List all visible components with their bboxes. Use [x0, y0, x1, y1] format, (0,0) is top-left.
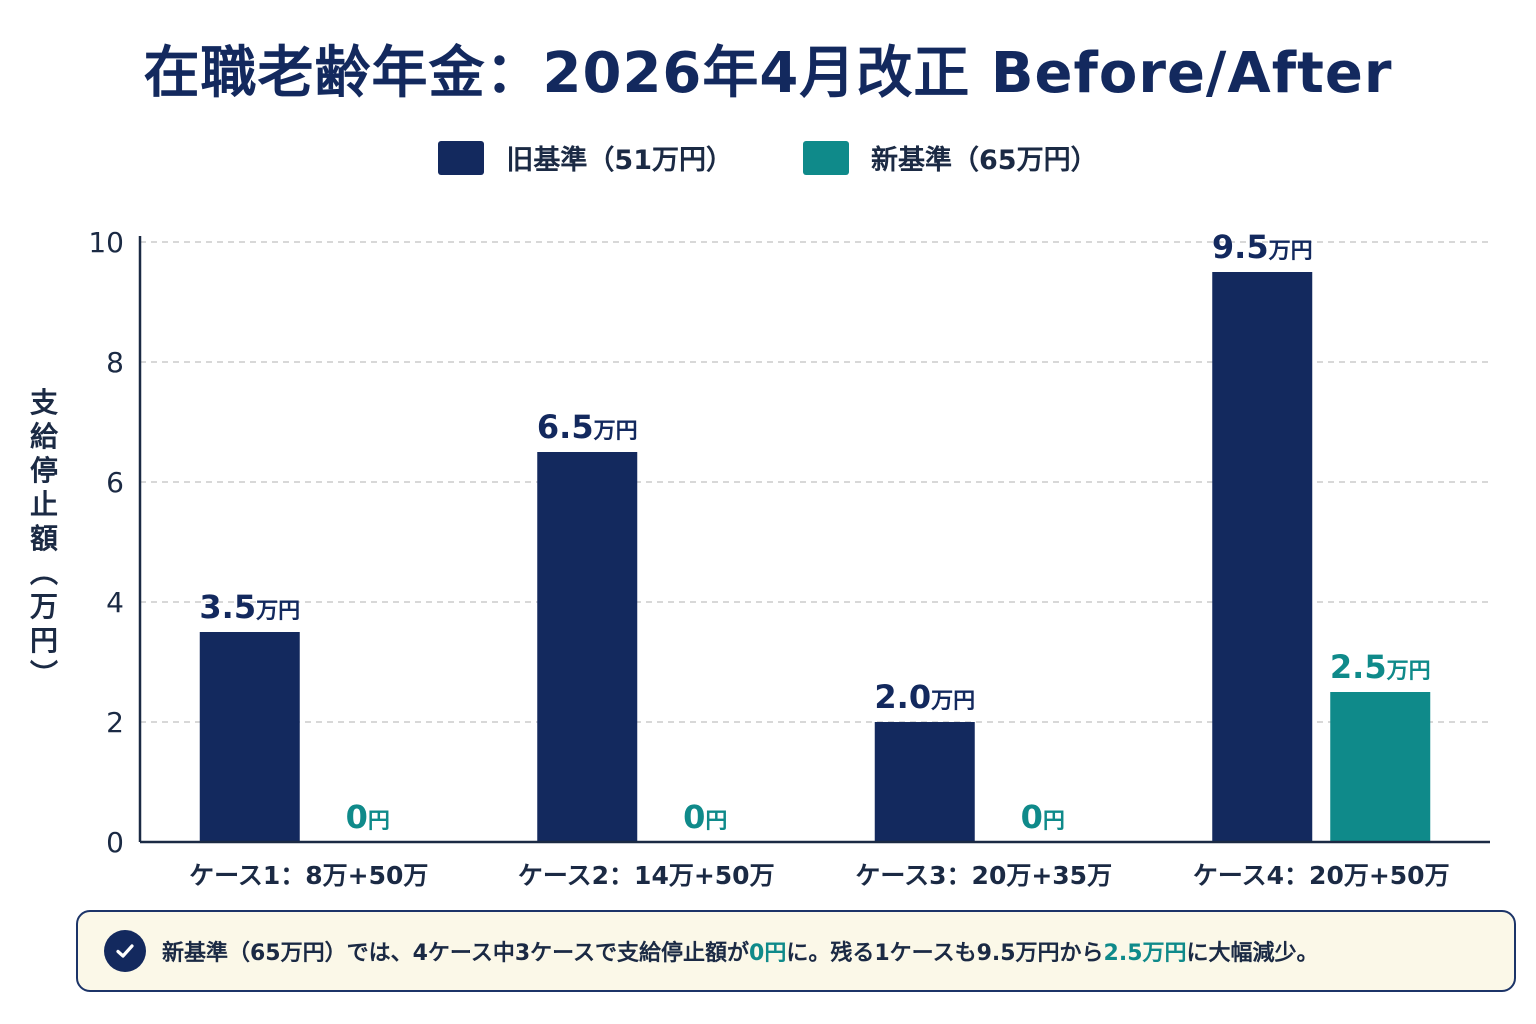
- data-label: 2.0万円: [874, 678, 975, 716]
- check-circle-icon: [104, 930, 146, 972]
- x-tick-label: ケース3：20万+35万: [855, 861, 1112, 890]
- legend-item-new: 新基準（65万円）: [803, 138, 1098, 177]
- y-tick-label: 10: [88, 226, 124, 259]
- legend: 旧基準（51万円） 新基準（65万円）: [0, 138, 1536, 177]
- bar: [874, 722, 975, 842]
- summary-text: 新基準（65万円）では、4ケース中3ケースで支給停止額が0円に。残る1ケースも9…: [162, 935, 1319, 967]
- legend-item-old: 旧基準（51万円）: [438, 138, 733, 177]
- chart-title: 在職老齢年金：2026年4月改正 Before/After: [143, 41, 1393, 106]
- y-tick-label: 4: [106, 586, 124, 619]
- summary-text-part: に。残る1ケースも9.5万円から: [786, 941, 1104, 966]
- bar: [1212, 272, 1313, 842]
- data-labels: 3.5万円 0円 6.5万円 0円 2.0万円 0円 9.5万円 2.5万円: [199, 228, 1430, 836]
- bar: [199, 632, 300, 842]
- bar: [1330, 692, 1431, 842]
- y-axis-label: 支給停止額︵万円︶: [30, 386, 59, 691]
- bar: [537, 452, 638, 842]
- data-label: 0円: [346, 798, 390, 836]
- summary-text-part: 2.5万円: [1103, 941, 1187, 966]
- summary-text-part: に大幅減少。: [1186, 941, 1319, 966]
- bars: [199, 272, 1431, 842]
- y-tick-label: 0: [106, 826, 124, 859]
- legend-swatch-old: [438, 140, 485, 175]
- y-tick-labels: 0 2 4 6 8 10: [88, 226, 124, 859]
- data-label: 6.5万円: [537, 408, 638, 446]
- legend-swatch-new: [803, 140, 849, 175]
- summary-text-part: 0円: [749, 941, 787, 966]
- legend-label-old: 旧基準（51万円）: [506, 145, 733, 176]
- legend-label-new: 新基準（65万円）: [871, 145, 1098, 176]
- data-label: 2.5万円: [1330, 648, 1431, 686]
- y-tick-label: 6: [106, 466, 124, 499]
- summary-text-part: 新基準（65万円）では、4ケース中3ケースで支給停止額が: [162, 941, 750, 966]
- data-label: 0円: [1021, 798, 1065, 836]
- data-label: 3.5万円: [199, 588, 300, 626]
- x-tick-label: ケース1：8万+50万: [189, 861, 428, 890]
- data-label: 9.5万円: [1212, 228, 1313, 266]
- x-tick-labels: ケース1：8万+50万 ケース2：14万+50万 ケース3：20万+35万 ケース4：…: [189, 861, 1449, 890]
- y-tick-label: 2: [106, 706, 124, 739]
- summary-note: 新基準（65万円）では、4ケース中3ケースで支給停止額が0円に。残る1ケースも9…: [76, 910, 1516, 992]
- data-label: 0円: [683, 798, 727, 836]
- y-tick-label: 8: [106, 346, 124, 379]
- x-tick-label: ケース4：20万+50万: [1193, 861, 1450, 890]
- x-tick-label: ケース2：14万+50万: [518, 861, 775, 890]
